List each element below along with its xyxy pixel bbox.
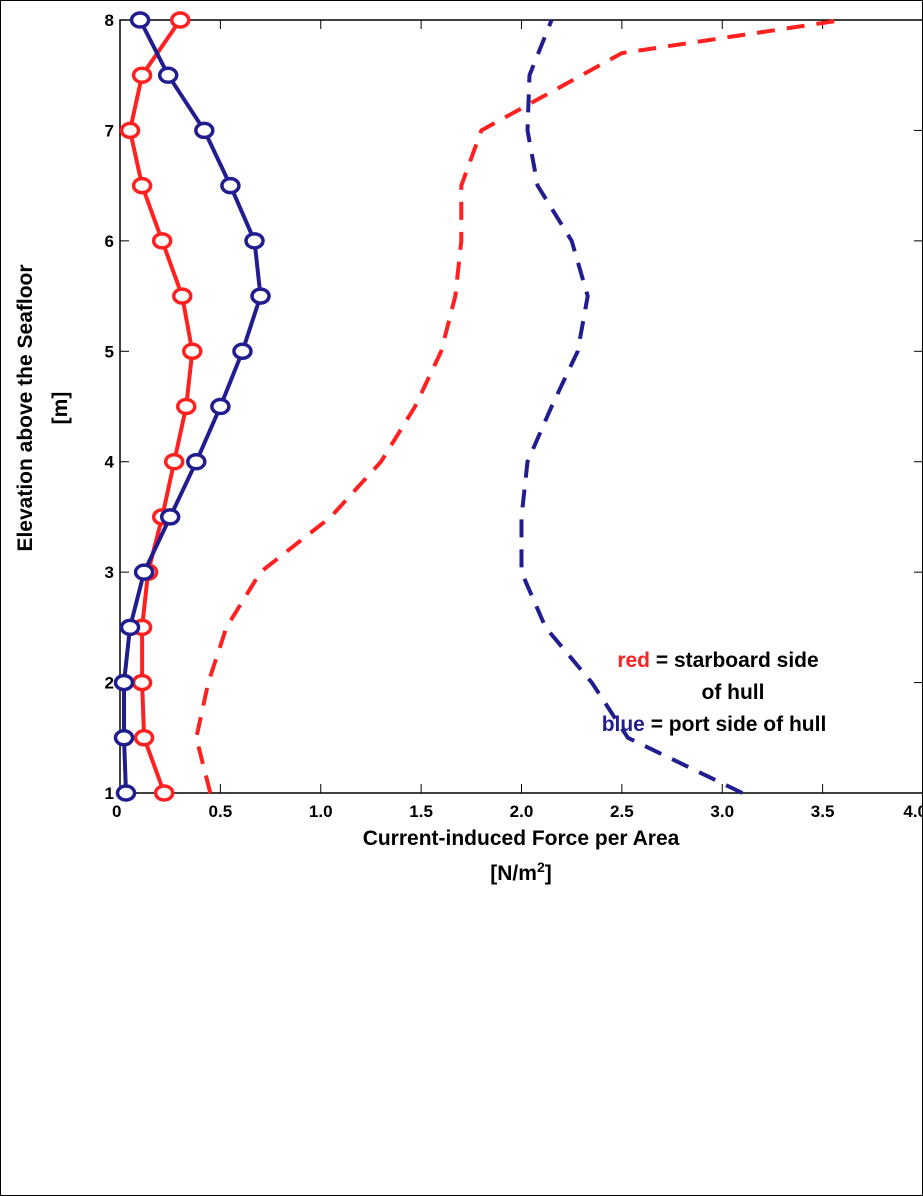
annotation-red-line: red = starboard side: [617, 649, 818, 672]
y-axis-title-line1: Elevation above the Seafloor: [14, 264, 37, 551]
data-point-marker: [220, 176, 241, 195]
x-axis-title-line1: Current-induced Force per Area: [363, 827, 680, 850]
data-point-marker: [153, 784, 175, 802]
data-point-marker: [169, 11, 191, 29]
data-point-marker: [113, 673, 135, 692]
y-tick-label: 4: [105, 453, 115, 472]
data-point-marker: [171, 287, 193, 305]
plot-area: [119, 19, 923, 794]
data-point-marker: [131, 673, 153, 692]
data-point-marker: [133, 563, 155, 581]
series-line: [519, 19, 744, 795]
data-point-marker: [250, 287, 271, 305]
x-tick-label: 3.0: [710, 802, 734, 821]
y-tick-label: 7: [105, 121, 114, 140]
annotation-blue-line: blue = port side of hull: [602, 713, 827, 736]
data-point-marker: [133, 729, 155, 747]
data-point-marker: [115, 784, 137, 802]
x-tick-label: 1.5: [409, 802, 433, 821]
data-point-marker: [157, 66, 179, 84]
data-point-marker: [232, 342, 253, 361]
data-point-marker: [119, 618, 141, 637]
x-axis-title-line2: [N/m2]: [490, 859, 551, 885]
x-axis-title-line2-prefix: [N/m: [490, 862, 537, 885]
y-tick-label: 2: [105, 674, 114, 693]
x-tick-label: 2.5: [610, 802, 634, 821]
data-point-marker: [113, 729, 135, 747]
x-tick-label: 1.0: [309, 802, 333, 821]
data-point-marker: [131, 66, 153, 84]
data-point-marker: [194, 121, 215, 140]
series-layer: [113, 11, 843, 802]
data-point-marker: [163, 452, 185, 471]
axis-ticks: 0 0.5 1.0 1.5 2.0 2.5 3.0 3.5 4.0 1 2 3 4 5 6 7 8: [105, 11, 923, 821]
annotation-red-word: red: [617, 649, 650, 672]
data-point-marker: [151, 232, 173, 250]
x-tick-label: 2.0: [510, 802, 534, 821]
data-point-marker: [159, 508, 181, 526]
series-line: [194, 18, 843, 794]
x-tick-label: 0: [112, 802, 121, 821]
annotation-red-line2: of hull: [702, 681, 765, 704]
data-point-marker: [210, 397, 231, 416]
annotation-blue-text: = port side of hull: [645, 713, 826, 736]
y-tick-label: 8: [105, 11, 114, 30]
x-tick-label: 0.5: [209, 802, 233, 821]
y-tick-label: 3: [105, 563, 114, 582]
y-tick-label: 6: [105, 232, 114, 251]
data-point-marker: [129, 11, 151, 29]
annotation-red-text: = starboard side: [650, 649, 819, 672]
x-tick-label: 4.0: [903, 802, 923, 821]
x-tick-label: 3.5: [811, 802, 835, 821]
data-point-marker: [131, 176, 153, 195]
x-axis-title-line2-sup: 2: [537, 859, 545, 875]
y-tick-label: 5: [105, 342, 114, 361]
y-tick-label: 1: [105, 784, 114, 803]
x-axis-title-line2-suffix: ]: [545, 862, 552, 885]
legend-annotation: red = starboard side of hull blue = port…: [602, 649, 827, 736]
y-axis-title-line2: [m]: [49, 392, 72, 425]
data-point-marker: [175, 397, 197, 416]
data-point-marker: [186, 452, 207, 471]
data-point-marker: [244, 232, 265, 250]
data-point-marker: [119, 121, 141, 140]
data-point-marker: [182, 342, 203, 361]
annotation-blue-word: blue: [602, 713, 645, 736]
